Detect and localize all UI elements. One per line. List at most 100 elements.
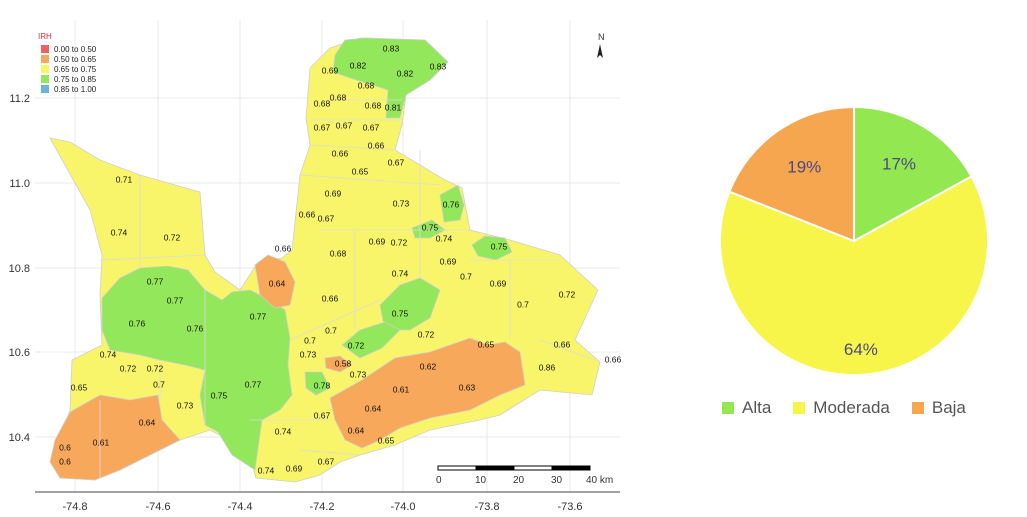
region-value-label: 0.75 — [392, 308, 409, 318]
region-value-label: 0.72 — [391, 237, 408, 247]
x-tick-label: -74.6 — [145, 501, 170, 513]
legend-label-baja: Baja — [931, 398, 966, 417]
scale-bar: 0 10 20 30 40 km — [436, 465, 613, 486]
scale-label: 40 km — [586, 475, 613, 486]
region-value-label: 0.76 — [187, 323, 204, 333]
pie-legend: Alta Moderada Baja — [722, 398, 966, 418]
region-value-label: 0.73 — [300, 349, 317, 359]
region-value-label: 0.76 — [443, 199, 460, 209]
region-value-label: 0.76 — [129, 318, 146, 328]
region-value-label: 0.66 — [275, 243, 292, 253]
legend-label: 0.00 to 0.50 — [54, 45, 97, 54]
region-value-label: 0.74 — [258, 465, 275, 475]
x-tick-label: -74.4 — [227, 501, 252, 513]
region-value-label: 0.74 — [436, 233, 453, 243]
legend-item-moderada: Moderada — [793, 398, 890, 418]
region-value-label: 0.74 — [111, 227, 128, 237]
region-value-label: 0.72 — [120, 363, 137, 373]
legend-swatch — [41, 65, 49, 73]
region-value-label: 0.67 — [363, 122, 380, 132]
region-baja-southeast — [329, 337, 526, 449]
region-value-label: 0.66 — [322, 293, 339, 303]
region-value-label: 0.67 — [318, 213, 335, 223]
x-tick-label: -74.2 — [309, 501, 334, 513]
region-value-label: 0.67 — [336, 120, 353, 130]
x-tick-label: -73.6 — [557, 501, 582, 513]
y-tick-label: 10.8 — [9, 263, 30, 275]
region-value-label: 0.68 — [314, 98, 331, 108]
region-value-label: 0.83 — [430, 61, 447, 71]
region-value-label: 0.75 — [211, 390, 228, 400]
region-value-label: 0.7 — [325, 325, 337, 335]
legend-swatch — [41, 85, 49, 93]
region-value-label: 0.65 — [378, 435, 395, 445]
region-value-label: 0.65 — [352, 166, 369, 176]
region-value-label: 0.72 — [418, 329, 435, 339]
legend-swatch-moderada — [793, 402, 806, 414]
region-value-label: 0.7 — [517, 299, 529, 309]
region-value-label: 0.73 — [350, 369, 367, 379]
pie-slice-baja — [728, 105, 855, 243]
y-tick-label: 10.6 — [9, 347, 30, 359]
region-value-label: 0.61 — [93, 437, 110, 447]
pie-chart: 17% 64% 19% — [719, 105, 989, 376]
region-baja-southwest — [49, 394, 181, 481]
scale-label: 20 — [513, 475, 525, 486]
region-value-label: 0.73 — [177, 400, 194, 410]
region-value-label: 0.69 — [490, 278, 507, 288]
region-value-label: 0.68 — [358, 80, 375, 90]
region-alta-south — [304, 371, 331, 396]
region-baja-small — [324, 355, 353, 373]
legend-swatch — [41, 55, 49, 63]
region-value-label: 0.64 — [269, 278, 286, 288]
region-value-label: 0.67 — [318, 456, 335, 466]
legend-label-alta: Alta — [742, 398, 772, 417]
region-value-label: 0.69 — [440, 256, 457, 266]
region-alta-east2 — [471, 235, 513, 261]
region-value-label: 0.66 — [605, 354, 622, 364]
y-tick-label: 11.0 — [9, 178, 30, 190]
region-value-label: 0.69 — [286, 463, 303, 473]
map-regions — [49, 37, 601, 483]
region-value-label: 0.74 — [392, 268, 409, 278]
x-tick-label: -74.0 — [390, 501, 415, 513]
region-value-label: 0.68 — [365, 100, 382, 110]
region-value-label: 0.58 — [335, 358, 352, 368]
region-alta-north — [332, 37, 449, 119]
legend-label: 0.85 to 1.00 — [54, 85, 97, 94]
pie-slice-label-moderada: 64% — [844, 340, 878, 359]
region-value-label: 0.69 — [322, 65, 339, 75]
region-value-label: 0.72 — [559, 289, 576, 299]
legend-label: 0.65 to 0.75 — [54, 65, 97, 74]
region-value-label: 0.66 — [332, 148, 349, 158]
legend-swatch — [41, 45, 49, 53]
region-value-label: 0.66 — [368, 140, 385, 150]
scale-label: 10 — [475, 475, 487, 486]
region-value-label: 0.64 — [139, 417, 156, 427]
region-value-label: 0.69 — [369, 236, 386, 246]
region-value-label: 0.72 — [348, 340, 365, 350]
north-arrow-label: N — [598, 32, 605, 42]
pie-slices — [719, 105, 989, 376]
region-value-label: 0.74 — [100, 349, 117, 359]
region-value-label: 0.77 — [250, 311, 267, 321]
north-arrow: N — [597, 32, 605, 58]
region-value-label: 0.77 — [147, 276, 164, 286]
region-value-label: 0.68 — [330, 248, 347, 258]
region-value-label: 0.68 — [330, 92, 347, 102]
region-value-label: 0.65 — [478, 339, 495, 349]
legend-item-baja: Baja — [911, 398, 966, 418]
region-value-label: 0.72 — [147, 363, 164, 373]
region-value-label: 0.61 — [393, 384, 410, 394]
region-value-label: 0.72 — [164, 232, 181, 242]
region-baja-center — [254, 254, 296, 309]
y-tick-label: 10.4 — [9, 432, 30, 444]
region-value-label: 0.65 — [71, 382, 88, 392]
legend-item-alta: Alta — [722, 398, 771, 418]
choropleth-map: 0.830.820.820.830.690.680.680.810.68 0.68… — [9, 20, 622, 513]
region-value-label: 0.81 — [385, 102, 402, 112]
pie-slice-label-alta: 17% — [882, 154, 916, 173]
region-value-label: 0.64 — [348, 425, 365, 435]
map-legend: IRH 0.00 to 0.500.50 to 0.650.65 to 0.75… — [38, 32, 97, 94]
pie-slice-moderada — [719, 175, 989, 376]
